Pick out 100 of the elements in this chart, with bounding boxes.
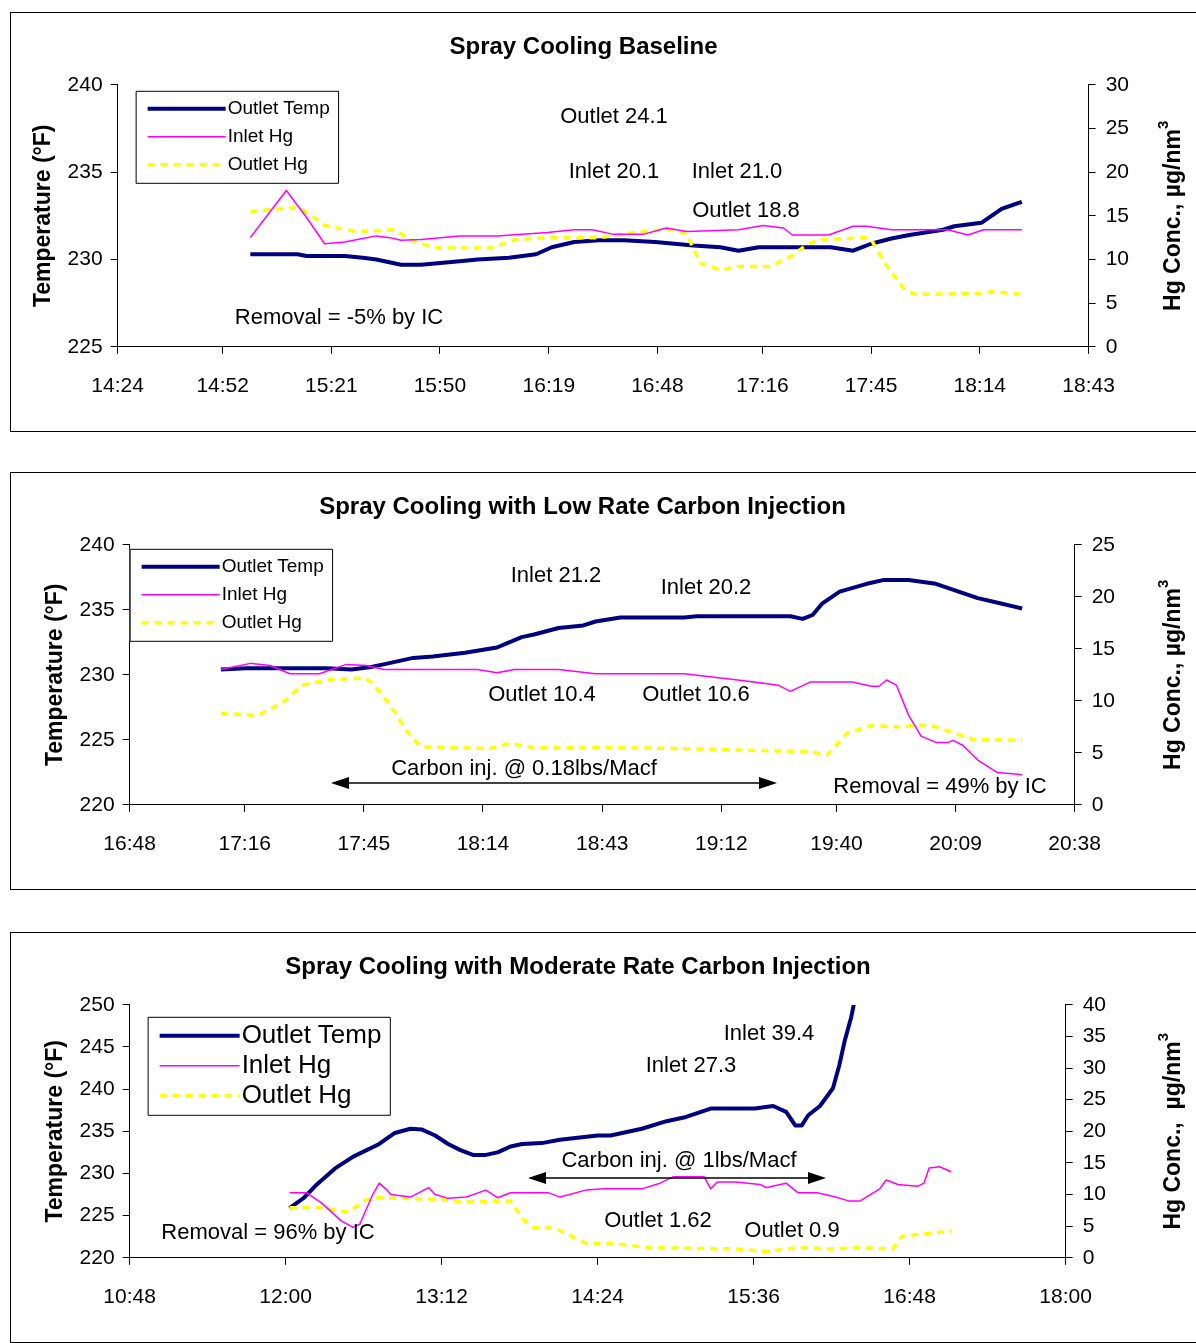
- y2-tick-label: 40: [1082, 991, 1106, 1015]
- y-tick-label: 230: [79, 661, 115, 685]
- y-tick-label: 250: [79, 991, 115, 1015]
- legend-label: Outlet Temp: [227, 97, 330, 119]
- x-tick-label: 18:43: [1062, 373, 1115, 397]
- x-tick-label: 15:36: [727, 1284, 780, 1308]
- x-tick-label: 17:45: [337, 831, 391, 855]
- y-tick-label: 240: [67, 71, 103, 95]
- y2-tick-label: 5: [1091, 739, 1104, 763]
- y2-tick-label: 25: [1082, 1086, 1106, 1110]
- x-tick-label: 18:43: [575, 831, 629, 855]
- legend-label: Outlet Hg: [221, 611, 302, 633]
- y-tick-label: 245: [79, 1033, 115, 1057]
- x-tick-label: 16:19: [522, 373, 576, 397]
- y2-tick-label: 25: [1105, 115, 1129, 139]
- legend-label: Inlet Hg: [227, 125, 294, 147]
- y2-tick-label: 0: [1105, 333, 1118, 357]
- y2-tick-label: 5: [1082, 1212, 1095, 1236]
- annotation: Inlet 20.1: [568, 158, 660, 184]
- annotation: Outlet 10.4: [488, 681, 596, 707]
- x-tick-label: 20:38: [1048, 831, 1101, 855]
- y2-tick-label: 20: [1082, 1118, 1106, 1142]
- annotation: Inlet 21.0: [691, 158, 783, 184]
- annotation: Inlet 39.4: [723, 1020, 815, 1046]
- annotation: Removal = 96% by IC: [161, 1219, 375, 1245]
- y2-tick-label: 20: [1091, 583, 1115, 607]
- y2-tick-label: 10: [1091, 687, 1115, 711]
- y2-axis-title: Hg Conc., µg/nm3: [1154, 120, 1186, 311]
- legend-label: Outlet Hg: [241, 1078, 352, 1109]
- annotation: Carbon inj. @ 1lbs/Macf: [561, 1147, 798, 1173]
- y2-tick-label: 5: [1105, 289, 1118, 313]
- chart-title: Spray Cooling with Moderate Rate Carbon Injection: [285, 952, 871, 980]
- x-tick-label: 15:50: [413, 373, 467, 397]
- legend-label: Outlet Temp: [241, 1018, 382, 1049]
- x-tick-label: 19:40: [810, 831, 863, 855]
- y-tick-label: 225: [79, 726, 115, 750]
- annotation: Outlet 18.8: [692, 197, 800, 223]
- x-tick-label: 17:45: [844, 373, 898, 397]
- annotation: Removal = -5% by IC: [234, 304, 444, 330]
- y-tick-label: 235: [79, 596, 115, 620]
- x-tick-label: 18:14: [456, 831, 510, 855]
- x-tick-label: 20:09: [929, 831, 982, 855]
- x-tick-label: 16:48: [631, 373, 684, 397]
- y2-tick-label: 10: [1105, 246, 1129, 270]
- annotation: Inlet 27.3: [645, 1052, 737, 1078]
- annotation: Carbon inj. @ 0.18lbs/Macf: [391, 755, 658, 781]
- x-tick-label: 14:24: [91, 373, 145, 397]
- x-tick-label: 17:16: [736, 373, 789, 397]
- legend-label: Outlet Hg: [227, 153, 308, 175]
- x-tick-label: 18:14: [953, 373, 1007, 397]
- x-tick-label: 18:00: [1039, 1284, 1092, 1308]
- x-tick-label: 16:48: [883, 1284, 936, 1308]
- y2-tick-label: 35: [1082, 1023, 1106, 1047]
- legend-label: Outlet Temp: [221, 555, 324, 577]
- x-tick-label: 14:24: [571, 1284, 625, 1308]
- y-tick-label: 240: [79, 1075, 115, 1099]
- y-axis-title: Temperature (°F): [29, 124, 56, 308]
- x-tick-label: 17:16: [218, 831, 272, 855]
- y2-tick-label: 30: [1105, 71, 1129, 95]
- y2-tick-label: 10: [1082, 1181, 1106, 1205]
- legend-label: Inlet Hg: [221, 583, 288, 605]
- x-tick-label: 10:48: [103, 1284, 156, 1308]
- y2-tick-label: 30: [1082, 1054, 1106, 1078]
- y-tick-label: 220: [79, 791, 115, 815]
- y-tick-label: 235: [79, 1118, 115, 1142]
- line-series: [219, 676, 1024, 757]
- y-tick-label: 240: [79, 531, 115, 555]
- annotation: Outlet 24.1: [560, 103, 668, 129]
- y2-axis-title: Hg Conc., µg/nm3: [1154, 1032, 1186, 1230]
- x-tick-label: 13:12: [415, 1284, 468, 1308]
- y-axis-title: Temperature (°F): [41, 1040, 68, 1223]
- y2-tick-label: 0: [1082, 1244, 1095, 1268]
- y-axis-title: Temperature (°F): [41, 583, 68, 767]
- x-tick-label: 19:12: [695, 831, 748, 855]
- y-tick-label: 230: [79, 1160, 115, 1184]
- y2-tick-label: 15: [1091, 635, 1115, 659]
- annotation: Inlet 20.2: [660, 574, 752, 600]
- legend-label: Inlet Hg: [241, 1048, 332, 1079]
- annotation: Outlet 10.6: [642, 681, 750, 707]
- y2-tick-label: 0: [1091, 791, 1104, 815]
- y2-tick-label: 25: [1091, 531, 1115, 555]
- annotation: Outlet 1.62: [604, 1207, 712, 1233]
- y-tick-label: 230: [67, 246, 103, 270]
- y2-axis-title: Hg Conc., µg/nm3: [1154, 579, 1186, 770]
- y2-tick-label: 15: [1105, 202, 1129, 226]
- annotation: Removal = 49% by IC: [833, 773, 1047, 799]
- y2-tick-label: 15: [1082, 1149, 1106, 1173]
- chart-title: Spray Cooling Baseline: [449, 32, 718, 60]
- y-tick-label: 225: [79, 1202, 115, 1226]
- annotation: Outlet 0.9: [744, 1217, 840, 1243]
- x-tick-label: 12:00: [259, 1284, 312, 1308]
- chart-title: Spray Cooling with Low Rate Carbon Injection: [319, 492, 846, 520]
- x-tick-label: 15:21: [305, 373, 358, 397]
- y-tick-label: 220: [79, 1244, 115, 1268]
- x-tick-label: 14:52: [196, 373, 249, 397]
- y2-tick-label: 20: [1105, 158, 1129, 182]
- y-tick-label: 225: [67, 333, 103, 357]
- x-tick-label: 16:48: [103, 831, 156, 855]
- annotation: Inlet 21.2: [510, 562, 602, 588]
- y-tick-label: 235: [67, 158, 103, 182]
